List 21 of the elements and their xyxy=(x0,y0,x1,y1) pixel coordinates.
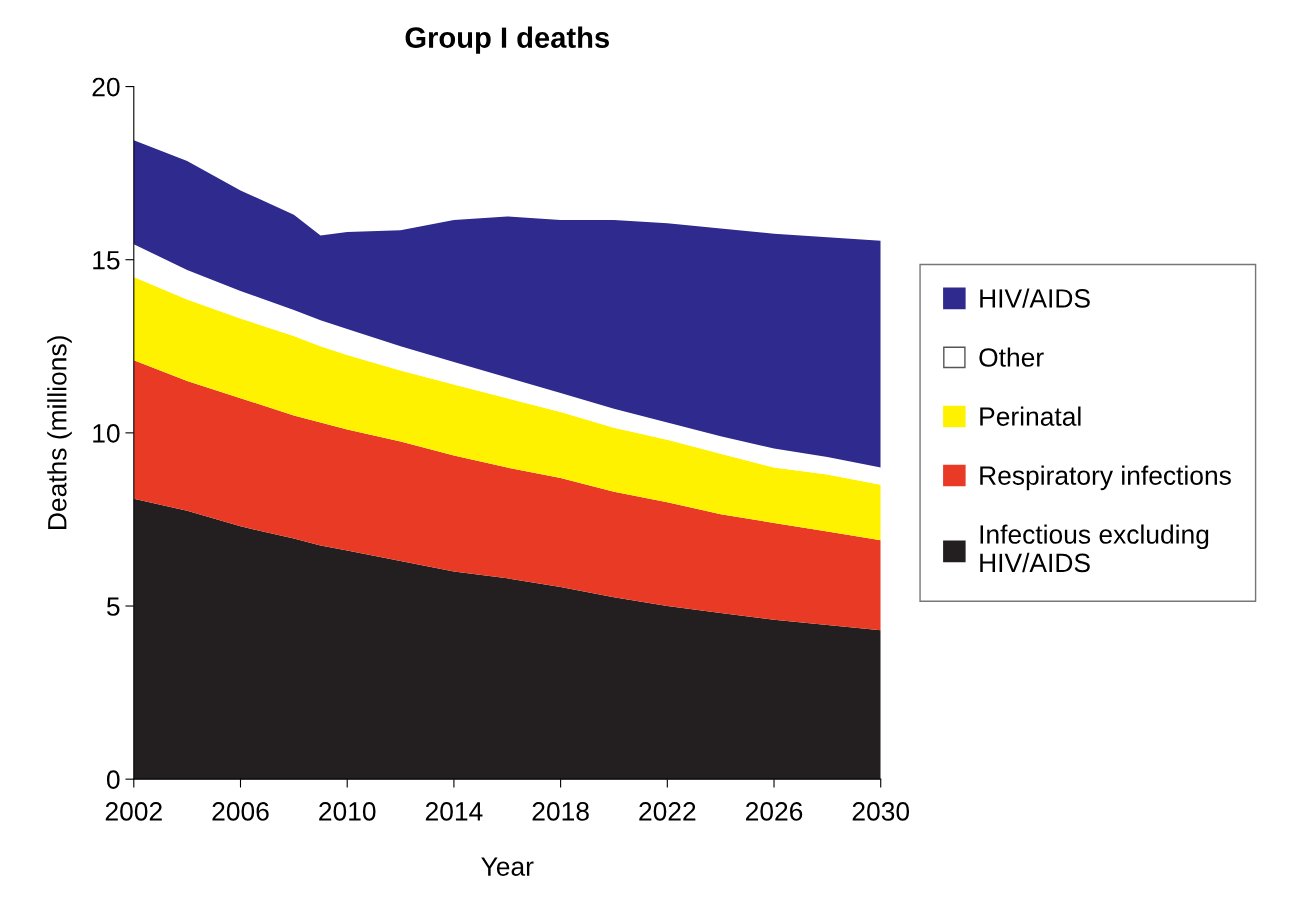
x-tick-label: 2030 xyxy=(852,802,910,821)
x-tick-label: 2018 xyxy=(532,802,589,821)
legend-label: Respiratory infections xyxy=(980,465,1231,491)
y-tick-label: 15 xyxy=(93,251,120,270)
y-tick-label: 0 xyxy=(106,770,120,789)
legend-label: HIV/AIDS xyxy=(980,288,1090,308)
y-tick-label: 5 xyxy=(106,597,120,616)
x-tick-label: 2022 xyxy=(639,802,696,821)
y-axis-title: Deaths (millions) xyxy=(47,336,72,529)
legend-label: Infectious excluding HIV/AIDS xyxy=(980,524,1209,573)
x-tick-label: 2026 xyxy=(746,802,803,821)
x-tick-label: 2014 xyxy=(425,802,483,821)
x-tick-label: 2010 xyxy=(319,802,376,821)
y-tick-label: 20 xyxy=(92,77,120,97)
x-tick-label: 2006 xyxy=(212,802,269,821)
legend-label: Other xyxy=(979,347,1044,367)
chart-title: Group I deaths xyxy=(405,26,609,54)
x-tick-label: 2002 xyxy=(105,802,162,821)
y-tick-label: 10 xyxy=(93,424,120,443)
x-axis-title: Year xyxy=(481,857,534,876)
legend-label: Perinatal xyxy=(980,406,1081,426)
